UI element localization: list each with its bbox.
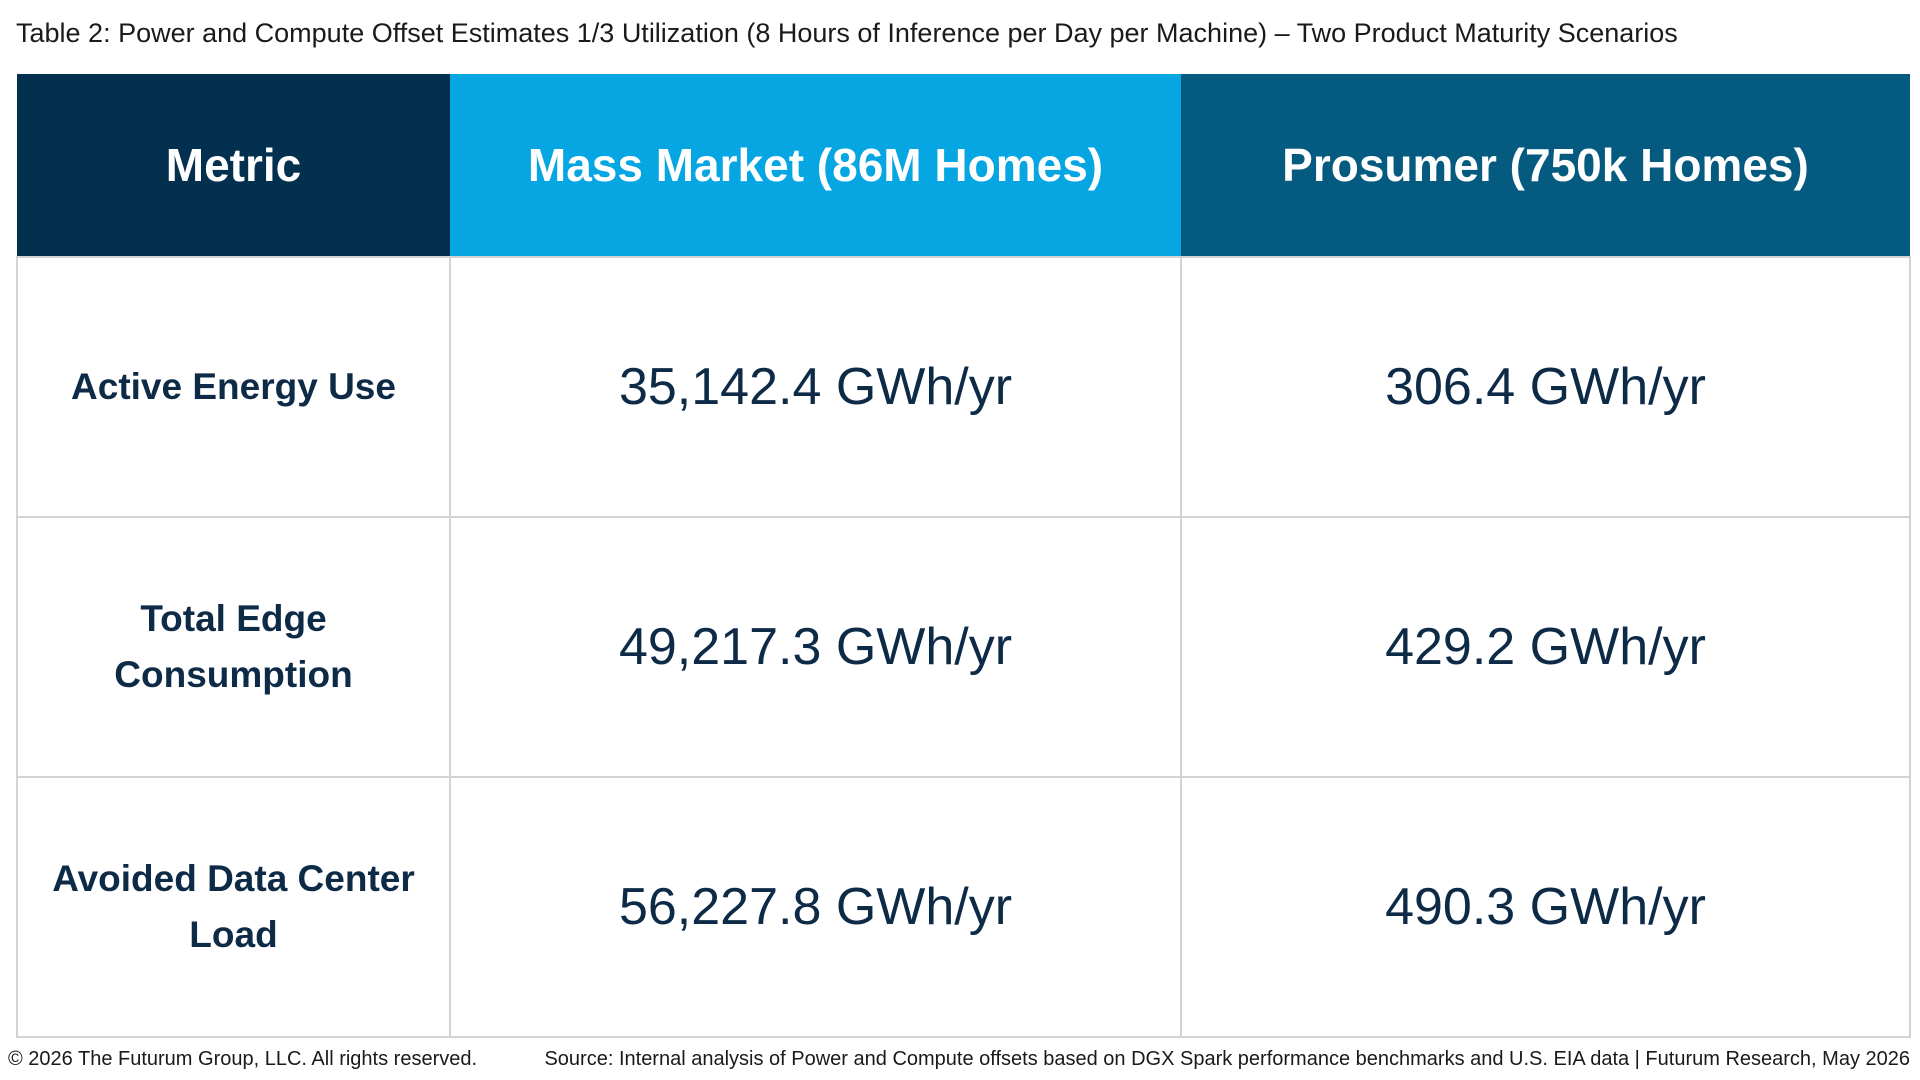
mass-market-value-cell: 35,142.4 GWh/yr: [449, 256, 1182, 518]
metric-cell: Total Edge Consumption: [16, 516, 451, 778]
prosumer-value-cell: 306.4 GWh/yr: [1180, 256, 1911, 518]
header-prosumer: Prosumer (750k Homes): [1181, 74, 1910, 257]
prosumer-value-cell: 429.2 GWh/yr: [1180, 516, 1911, 778]
metric-cell: Avoided Data Center Load: [16, 776, 451, 1038]
prosumer-value-cell: 490.3 GWh/yr: [1180, 776, 1911, 1038]
table-header: Metric Mass Market (86M Homes) Prosumer …: [17, 74, 1910, 257]
metric-cell: Active Energy Use: [16, 256, 451, 518]
table-row: Active Energy Use 35,142.4 GWh/yr 306.4 …: [16, 256, 1911, 518]
table-row: Total Edge Consumption 49,217.3 GWh/yr 4…: [16, 516, 1911, 778]
copyright-notice: © 2026 The Futurum Group, LLC. All right…: [8, 1048, 478, 1070]
header-row: Metric Mass Market (86M Homes) Prosumer …: [17, 74, 1910, 257]
table-body: Active Energy Use 35,142.4 GWh/yr 306.4 …: [16, 256, 1911, 1038]
source-note: Source: Internal analysis of Power and C…: [544, 1048, 1910, 1070]
mass-market-value-cell: 56,227.8 GWh/yr: [449, 776, 1182, 1038]
header-metric: Metric: [17, 74, 450, 257]
header-mass-market: Mass Market (86M Homes): [450, 74, 1181, 257]
table-row: Avoided Data Center Load 56,227.8 GWh/yr…: [16, 776, 1911, 1038]
table-caption: Table 2: Power and Compute Offset Estima…: [16, 18, 1678, 48]
mass-market-value-cell: 49,217.3 GWh/yr: [449, 516, 1182, 778]
data-table: Metric Mass Market (86M Homes) Prosumer …: [16, 74, 1911, 1038]
